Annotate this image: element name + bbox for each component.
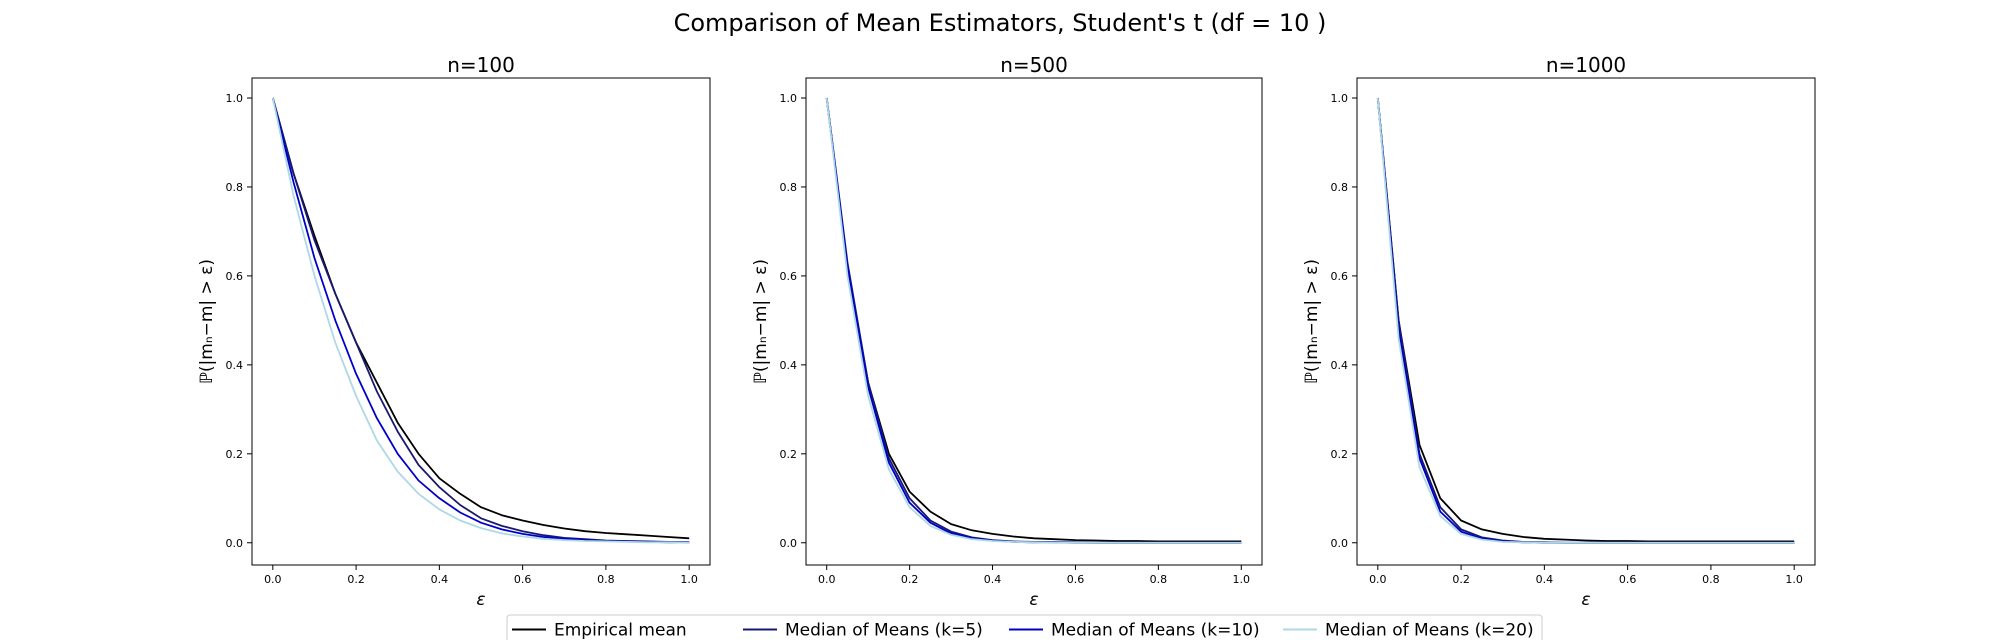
series-line-4 (1376, 97, 1795, 544)
axes-frame (805, 77, 1263, 566)
y-tick-label: 1.0 (780, 92, 798, 105)
series-line-3 (825, 97, 1242, 544)
y-tick-label: 0.0 (780, 537, 798, 550)
axes-frame (251, 77, 711, 566)
x-tick-label: 0.2 (1452, 573, 1470, 586)
y-tick-label: 0.8 (1331, 181, 1349, 194)
x-axis-label: ε (476, 590, 485, 610)
x-tick-label: 0.4 (431, 573, 449, 586)
y-axis-label: ℙ(|mₙ−m| > ε) (1302, 259, 1322, 384)
subplot-2: 0.0 0.2 0.4 0.6 0.8 1.0 0.0 0.2 0.4 0.6 0.8 1.0 n=50… (751, 53, 1263, 610)
y-tick-label: 0.8 (226, 181, 244, 194)
x-tick-label: 0.8 (1150, 573, 1168, 586)
x-tick-label: 1.0 (1785, 573, 1803, 586)
y-axis-label: ℙ(|mₙ−m| > ε) (751, 259, 771, 384)
legend-frame (506, 614, 1543, 640)
series-line-1 (1376, 97, 1795, 543)
legend-label: Median of Means (k=10) (1051, 621, 1260, 640)
x-axis-label: ε (1029, 590, 1038, 610)
x-tick-label: 1.0 (680, 573, 698, 586)
legend-label: Empirical mean (554, 621, 687, 640)
series-line-2 (1376, 97, 1795, 544)
subplot-title: n=1000 (1546, 53, 1626, 77)
y-tick-label: 0.4 (226, 359, 244, 372)
legend-label: Median of Means (k=5) (785, 621, 983, 640)
x-tick-label: 0.6 (1067, 573, 1085, 586)
y-tick-label: 0.2 (1331, 448, 1349, 461)
y-tick-label: 0.0 (226, 537, 244, 550)
legend: Empirical mean Median of Means (k=5) Media… (506, 614, 1543, 640)
x-tick-label: 0.0 (818, 573, 836, 586)
y-tick-label: 0.6 (226, 270, 244, 283)
x-axis-label: ε (1581, 590, 1590, 610)
figure-title: Comparison of Mean Estimators, Student's… (674, 9, 1327, 37)
x-tick-label: 0.0 (1369, 573, 1387, 586)
x-tick-label: 0.8 (597, 573, 615, 586)
subplot-1: 0.0 0.2 0.4 0.6 0.8 1.0 0.0 0.2 0.4 0.6 0.8 1.0 n=10… (197, 53, 711, 610)
y-tick-label: 0.2 (226, 448, 244, 461)
y-tick-label: 0.8 (780, 181, 798, 194)
subplot-3: 0.0 0.2 0.4 0.6 0.8 1.0 0.0 0.2 0.4 0.6 0.8 1.0 n=10… (1302, 53, 1816, 610)
series-line-2 (825, 97, 1242, 544)
y-axis-label: ℙ(|mₙ−m| > ε) (197, 259, 217, 384)
x-tick-label: 0.6 (514, 573, 532, 586)
x-tick-label: 0.0 (264, 573, 282, 586)
y-tick-label: 1.0 (226, 92, 244, 105)
y-tick-label: 0.4 (1331, 359, 1349, 372)
series-line-4 (271, 97, 690, 544)
subplot-title: n=500 (1000, 53, 1068, 77)
y-tick-label: 0.6 (780, 270, 798, 283)
x-tick-label: 0.2 (901, 573, 919, 586)
y-tick-label: 1.0 (1331, 92, 1349, 105)
series-line-3 (271, 97, 690, 544)
y-tick-label: 0.4 (780, 359, 798, 372)
series-line-3 (1376, 97, 1795, 544)
x-tick-label: 0.6 (1619, 573, 1637, 586)
series-line-4 (825, 97, 1242, 544)
x-tick-label: 1.0 (1233, 573, 1251, 586)
series-line-1 (825, 97, 1242, 543)
y-tick-label: 0.2 (780, 448, 798, 461)
axes-frame (1356, 77, 1816, 566)
x-tick-label: 0.8 (1702, 573, 1720, 586)
subplots: 0.0 0.2 0.4 0.6 0.8 1.0 0.0 0.2 0.4 0.6 0.8 1.0 n=10… (197, 53, 1816, 610)
x-tick-label: 0.4 (984, 573, 1002, 586)
y-tick-label: 0.0 (1331, 537, 1349, 550)
x-tick-label: 0.2 (347, 573, 365, 586)
subplot-title: n=100 (447, 53, 515, 77)
x-tick-label: 0.4 (1536, 573, 1554, 586)
y-tick-label: 0.6 (1331, 270, 1349, 283)
legend-label: Median of Means (k=20) (1325, 621, 1534, 640)
